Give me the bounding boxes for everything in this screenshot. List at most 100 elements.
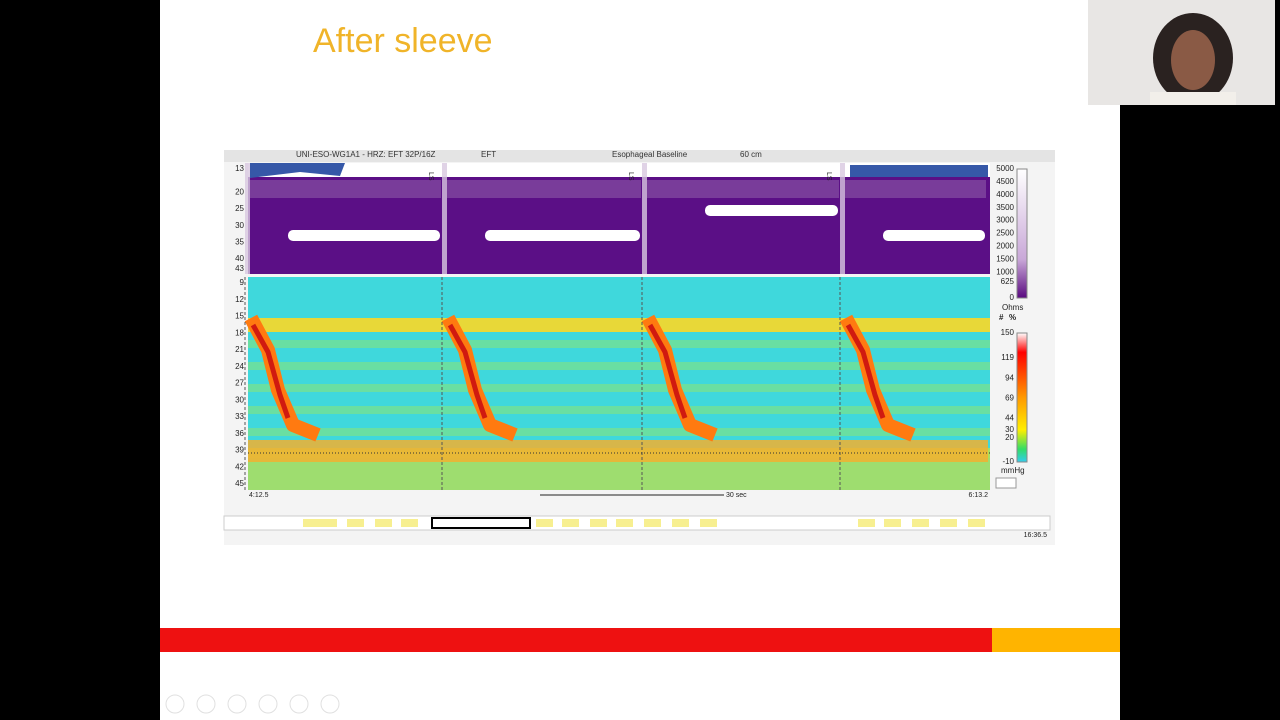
slide-title: After sleeve bbox=[313, 22, 493, 60]
scale-button[interactable]: % bbox=[1009, 313, 1016, 322]
axis-label: 119 bbox=[1001, 353, 1014, 362]
impedance-band bbox=[288, 230, 440, 241]
axis-label: 4000 bbox=[996, 190, 1014, 199]
impedance-band bbox=[845, 180, 986, 198]
timeline-block[interactable] bbox=[401, 519, 418, 527]
pressure-band bbox=[248, 428, 990, 436]
axis-label: 625 bbox=[1001, 277, 1015, 286]
impedance-band bbox=[485, 230, 640, 241]
axis-label: 5000 bbox=[996, 164, 1014, 173]
time-start: 4:12.5 bbox=[249, 492, 269, 499]
pressure-band bbox=[248, 362, 990, 370]
axis-label: 3500 bbox=[996, 203, 1014, 212]
axis-label: 25 bbox=[235, 204, 244, 213]
impedance-band bbox=[705, 205, 838, 216]
axis-label: 24 bbox=[235, 362, 244, 371]
contraction-core bbox=[250, 323, 291, 419]
impedance-band bbox=[447, 180, 641, 198]
impedance-colorbar bbox=[1016, 168, 1028, 299]
axis-label: 2000 bbox=[996, 242, 1014, 251]
timeline-block[interactable] bbox=[644, 519, 661, 527]
impedance-band bbox=[250, 163, 345, 178]
axis-label: 44 bbox=[1005, 414, 1014, 423]
timeline-block[interactable] bbox=[375, 519, 392, 527]
impedance-band bbox=[642, 163, 647, 274]
axis-label: 27 bbox=[235, 379, 244, 388]
axis-label: 33 bbox=[235, 412, 244, 421]
timeline-block[interactable] bbox=[940, 519, 957, 527]
timeline-block[interactable] bbox=[347, 519, 364, 527]
contraction-band bbox=[843, 440, 988, 462]
axis-label: 2500 bbox=[996, 229, 1014, 238]
swallow-mark: LS bbox=[427, 172, 434, 181]
scale-button[interactable]: # bbox=[999, 313, 1004, 322]
pressure-band bbox=[248, 318, 990, 332]
swallow-mark: LS bbox=[627, 172, 634, 181]
timeline-block[interactable] bbox=[320, 519, 337, 527]
pressure-band bbox=[248, 384, 990, 392]
axis-label: 69 bbox=[1005, 393, 1014, 402]
axis-label: 40 bbox=[235, 254, 244, 263]
axis-label: 45 bbox=[235, 479, 244, 488]
impedance-band bbox=[850, 165, 988, 177]
timeline-block[interactable] bbox=[968, 519, 985, 527]
axis-label: 30 bbox=[1005, 425, 1014, 434]
impedance-map bbox=[248, 163, 990, 274]
pressure-band bbox=[248, 340, 990, 348]
axis-label: 30 bbox=[235, 221, 244, 230]
webcam-person-face bbox=[1171, 30, 1215, 90]
time-end: 6:13.2 bbox=[969, 492, 989, 499]
contraction-core bbox=[447, 323, 488, 419]
axis-label: 12 bbox=[235, 295, 244, 304]
timeline-block[interactable] bbox=[536, 519, 553, 527]
timeline-block[interactable] bbox=[858, 519, 875, 527]
impedance-band bbox=[248, 163, 990, 177]
timeline-block[interactable] bbox=[590, 519, 607, 527]
webcam-person-shirt bbox=[1150, 92, 1236, 105]
axis-label: 1500 bbox=[996, 254, 1014, 263]
timeline-block[interactable] bbox=[303, 519, 320, 527]
contraction-band bbox=[645, 440, 843, 462]
timeline-block[interactable] bbox=[912, 519, 929, 527]
toolbar-label: 60 cm bbox=[740, 150, 762, 159]
impedance-band bbox=[647, 180, 839, 198]
axis-label: 4500 bbox=[996, 177, 1014, 186]
slide-controls bbox=[165, 694, 340, 714]
timeline[interactable] bbox=[223, 515, 1051, 531]
pressure-colorbar bbox=[1016, 332, 1028, 463]
contraction-core bbox=[647, 323, 688, 419]
timeline-window[interactable] bbox=[431, 517, 531, 529]
viewer-toolbar bbox=[224, 150, 1055, 162]
toolbar-label: EFT bbox=[481, 150, 496, 159]
impedance-band bbox=[250, 180, 441, 198]
axis-label: 94 bbox=[1005, 373, 1014, 382]
timeline-block[interactable] bbox=[672, 519, 689, 527]
axis-label: 42 bbox=[235, 462, 244, 471]
timeline-block[interactable] bbox=[616, 519, 633, 527]
axis-label: 36 bbox=[235, 429, 244, 438]
axis-label: 20 bbox=[1005, 433, 1014, 442]
axis-label: 9 bbox=[240, 278, 245, 287]
timeline-block[interactable] bbox=[562, 519, 579, 527]
contraction-band bbox=[248, 440, 445, 462]
red-bar bbox=[160, 628, 992, 652]
impedance-band bbox=[245, 163, 250, 274]
axis-label: 13 bbox=[235, 164, 244, 173]
axis-label: 35 bbox=[235, 237, 244, 246]
impedance-band bbox=[840, 163, 845, 274]
contraction-core bbox=[845, 323, 886, 419]
pressure-input[interactable] bbox=[995, 477, 1017, 489]
time-scale: 30 sec bbox=[726, 492, 747, 499]
timeline-block[interactable] bbox=[884, 519, 901, 527]
timeline-block[interactable] bbox=[700, 519, 717, 527]
time-total: 16:36.5 bbox=[1024, 532, 1047, 539]
unit-label: mmHg bbox=[1001, 466, 1025, 475]
axis-label: 39 bbox=[235, 446, 244, 455]
axis-label: 3000 bbox=[996, 216, 1014, 225]
toolbar-label: UNI-ESO-WG1A1 - HRZ: EFT 32P/16Z bbox=[296, 150, 436, 159]
axis-label: 15 bbox=[235, 312, 244, 321]
contraction-band bbox=[445, 440, 645, 462]
axis-label: 20 bbox=[235, 187, 244, 196]
